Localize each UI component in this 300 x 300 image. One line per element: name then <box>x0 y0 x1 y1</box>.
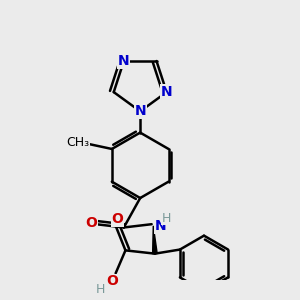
Text: H: H <box>162 212 171 225</box>
Polygon shape <box>153 226 157 254</box>
Text: N: N <box>118 54 130 68</box>
Text: O: O <box>85 216 97 230</box>
Text: N: N <box>134 104 146 118</box>
Text: H: H <box>96 283 106 296</box>
Text: O: O <box>111 212 123 226</box>
Text: O: O <box>106 274 118 289</box>
Text: N: N <box>154 219 166 233</box>
Text: N: N <box>161 85 172 99</box>
Text: CH₃: CH₃ <box>66 136 89 149</box>
